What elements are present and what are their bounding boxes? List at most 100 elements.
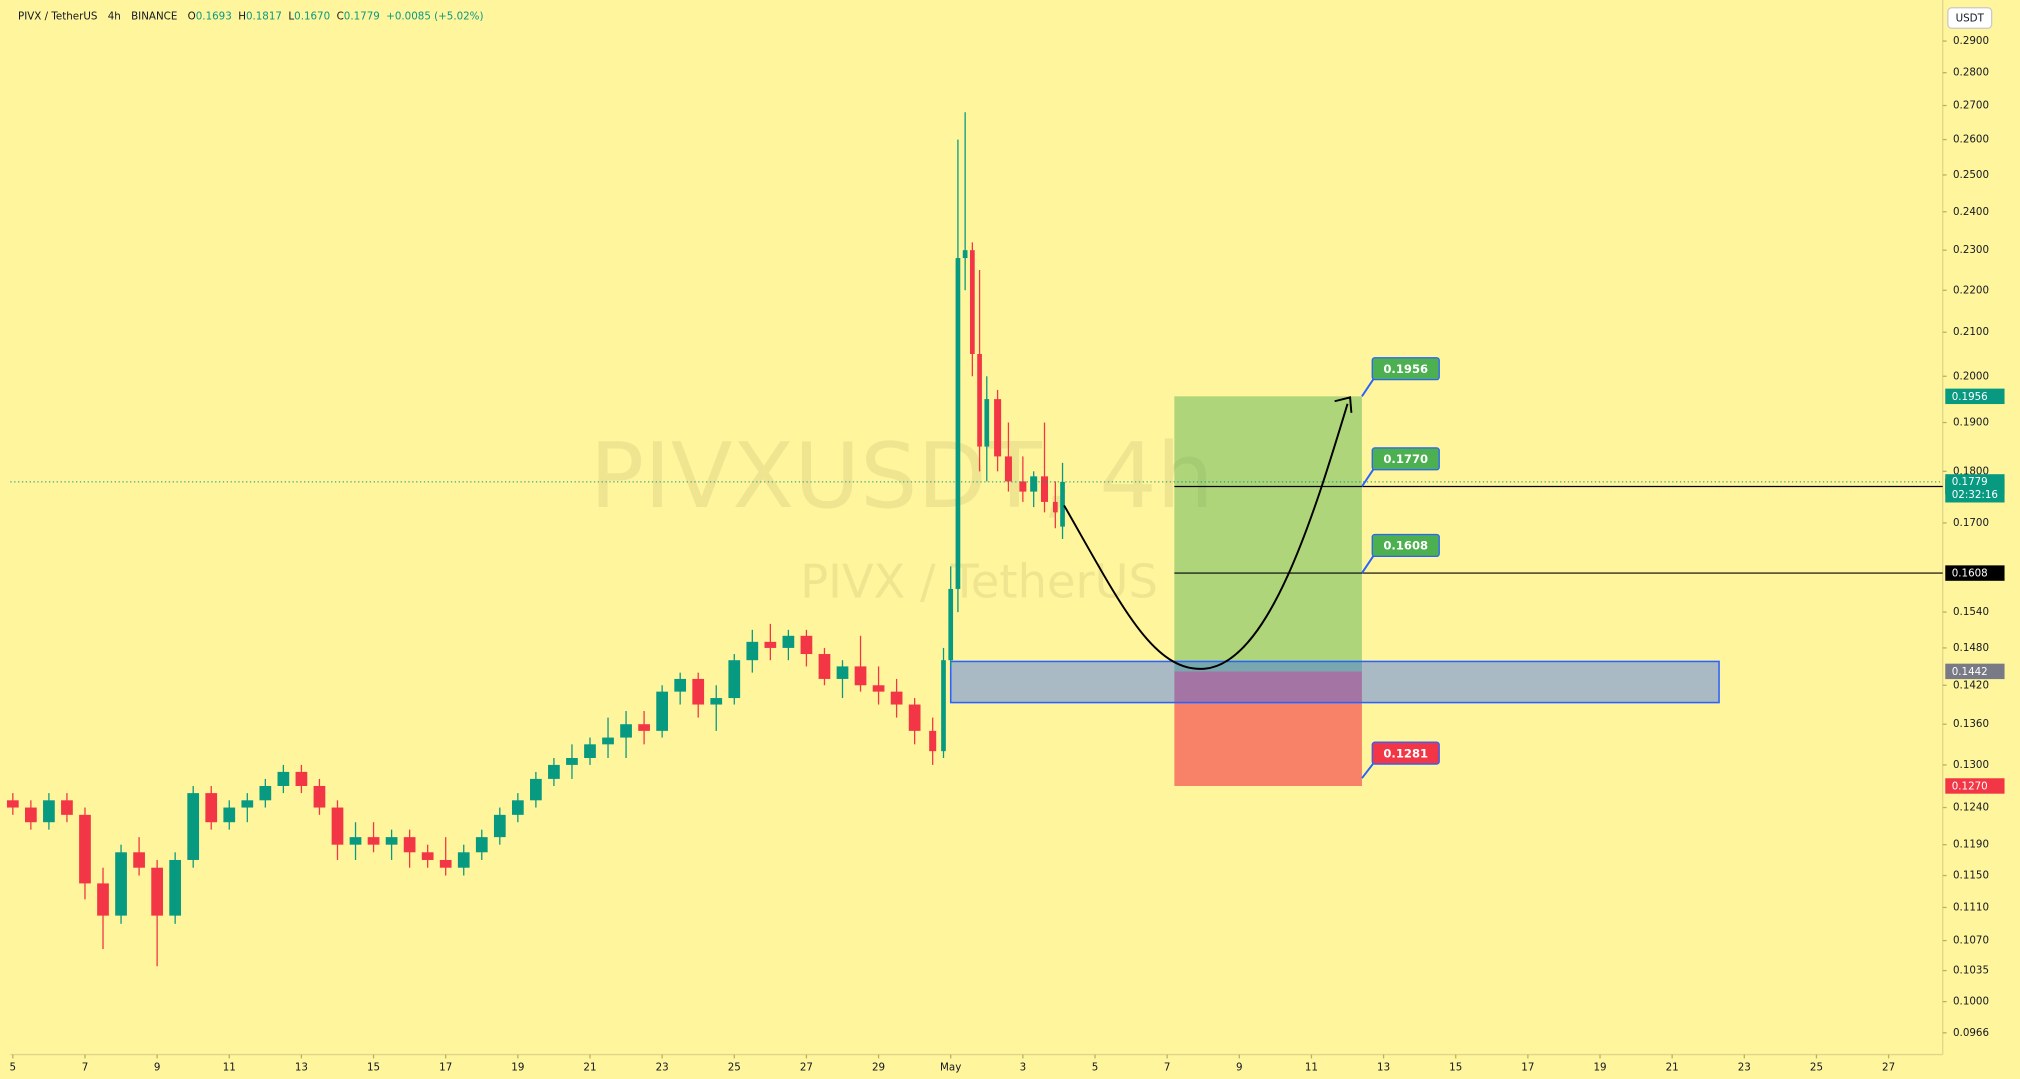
- header-part: BINANCE: [131, 11, 177, 23]
- x-tick-label: 7: [82, 1061, 89, 1073]
- y-tick-label: 0.1800: [1953, 465, 1989, 477]
- y-tick-label: 0.2200: [1953, 284, 1989, 296]
- currency[interactable]: USDT: [1956, 13, 1985, 25]
- callout-label: 0.1608: [1383, 539, 1428, 553]
- y-tick-label: 0.2400: [1953, 206, 1989, 218]
- currency-button[interactable]: [1947, 7, 1993, 29]
- y-tick-label: 0.1240: [1953, 802, 1989, 814]
- candle-body: [994, 399, 1002, 457]
- candle-body: [25, 807, 37, 823]
- candle-body: [674, 678, 687, 692]
- axis-price-label: 0.1270: [1952, 781, 1988, 793]
- x-tick-label: 17: [1521, 1061, 1534, 1073]
- callout-box: [1371, 533, 1440, 558]
- callout-pointer: [1361, 466, 1376, 488]
- callout-label: 0.1281: [1383, 746, 1428, 760]
- candle-body: [259, 785, 272, 801]
- candle-body: [955, 258, 961, 589]
- y-tick-label: 0.1480: [1953, 642, 1989, 654]
- x-tick-label: 5: [1092, 1061, 1099, 1073]
- y-tick-label: 0.2900: [1953, 35, 1989, 47]
- candle-body: [548, 764, 560, 779]
- candle-body: [511, 800, 524, 815]
- candle-body: [475, 837, 488, 853]
- candle-body: [948, 588, 954, 661]
- x-tick-label: 3: [1020, 1061, 1027, 1073]
- y-tick-label: 0.1900: [1953, 417, 1989, 429]
- header-part: C: [337, 11, 344, 23]
- candle-body: [929, 730, 937, 752]
- candle-body: [782, 635, 795, 648]
- y-tick-label: 0.1540: [1953, 606, 1989, 618]
- candle-body: [133, 852, 145, 868]
- x-tick-label: May: [940, 1061, 961, 1073]
- x-tick-label: 19: [1593, 1061, 1606, 1073]
- y-tick-label: 0.2100: [1953, 326, 1989, 338]
- candle-body: [602, 737, 614, 745]
- candle-body: [349, 837, 362, 845]
- position-loss: [1174, 671, 1362, 786]
- x-tick-label: 25: [728, 1061, 741, 1073]
- position-profit: [1174, 396, 1362, 672]
- header: PIVX / TetherUS 4h BINANCE O0.1693 H0.1817 L0…: [18, 11, 483, 23]
- y-tick-label: 0.1110: [1953, 901, 1989, 913]
- candle-body: [1019, 481, 1027, 492]
- callout-pointer: [1361, 760, 1376, 779]
- axis-price-tag: [1945, 388, 2005, 405]
- candle-body: [385, 837, 398, 845]
- candle-body: [728, 660, 741, 699]
- axis-price-label: 0.1956: [1952, 391, 1988, 403]
- candle-body: [970, 250, 975, 354]
- candle-body: [493, 814, 506, 838]
- header-part: L: [288, 11, 294, 23]
- candle-body: [977, 353, 982, 447]
- current-price-label: 0.1779: [1952, 476, 1988, 488]
- x-tick-label: 15: [1449, 1061, 1462, 1073]
- x-tick-label: 23: [656, 1061, 669, 1073]
- y-tick-label: 0.1035: [1953, 965, 1989, 977]
- candle-body: [656, 691, 668, 731]
- candle-body: [205, 793, 218, 823]
- candle-body: [439, 859, 452, 868]
- y-tick-label: 0.2600: [1953, 134, 1989, 146]
- plot: 0.2900 0.2800 0.2700 0.2600 0.2500 0.2400 0.23…: [6, 35, 2005, 1073]
- y-tick-label: 0.1190: [1953, 839, 1989, 851]
- axis-price-label: 0.1608: [1952, 568, 1988, 580]
- callout-label: 0.1770: [1383, 452, 1428, 466]
- x-tick-label: 7: [1164, 1061, 1171, 1073]
- callout-label: 0.1956: [1383, 362, 1428, 376]
- candle-body: [421, 852, 434, 860]
- y-tick-label: 0.1700: [1953, 517, 1989, 529]
- axis-price-tag: [1945, 663, 2005, 680]
- zone: [949, 660, 1720, 704]
- header-part: +0.0085 (+5.02%): [386, 11, 483, 23]
- candle-body: [403, 837, 416, 853]
- candle-body: [223, 807, 236, 823]
- candle-body: [331, 807, 344, 845]
- x-tick-label: 11: [1305, 1061, 1318, 1073]
- header-part: 0.1817: [246, 11, 282, 23]
- candle-body: [800, 635, 813, 655]
- candle-body: [295, 771, 308, 786]
- header-part: 0.1779: [344, 11, 380, 23]
- callout-box: [1371, 741, 1440, 765]
- x-tick-label: 13: [295, 1061, 308, 1073]
- candle-body: [710, 698, 723, 705]
- candle-body: [367, 837, 380, 845]
- x-tick-label: 19: [511, 1061, 524, 1073]
- candle-body: [530, 778, 542, 801]
- candle-body: [984, 399, 990, 447]
- axis-price-tag: [1945, 778, 2005, 794]
- callout-pointer: [1361, 553, 1376, 574]
- candle-body: [854, 666, 867, 686]
- watermark: PIVX / TetherUS: [800, 555, 1158, 609]
- candle-body: [836, 666, 849, 679]
- header-part: 4h: [108, 11, 121, 23]
- x-tick-label: 21: [583, 1061, 596, 1073]
- y-tick-label: 0.2800: [1953, 67, 1989, 79]
- arrow-head: [1334, 396, 1353, 413]
- axis-price-label: 0.1442: [1952, 666, 1988, 678]
- candle-body: [241, 800, 254, 808]
